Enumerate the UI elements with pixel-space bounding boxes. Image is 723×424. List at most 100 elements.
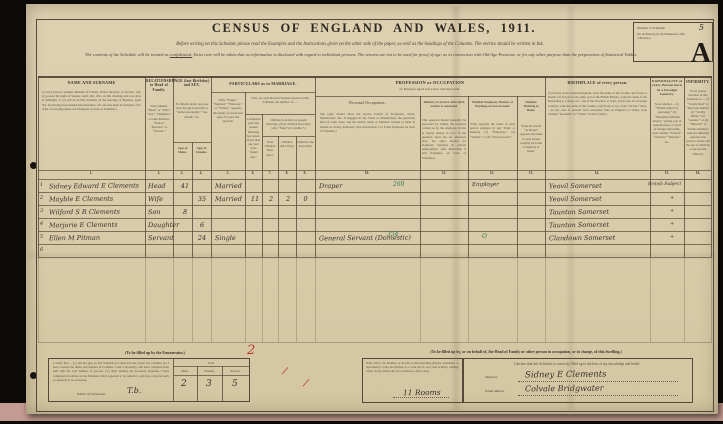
grid-line	[173, 257, 174, 342]
grid-line	[38, 179, 712, 180]
grid-line	[545, 76, 546, 257]
grid-line	[517, 257, 518, 342]
cell-row-number: 6	[39, 246, 44, 254]
grid-line	[468, 257, 469, 342]
enumerator-initials-label: Initials of Enumerator.	[77, 392, 106, 396]
grid-line	[245, 92, 246, 257]
grid-line	[315, 257, 316, 342]
cell-row-number: 4	[39, 220, 44, 228]
instruction-2a: The contents of the Schedule will be tre…	[84, 52, 170, 57]
col-header-infirmity: INFIRMITY.	[686, 80, 710, 84]
cell-name: Mayble E Clements	[48, 194, 114, 204]
grid-line	[38, 218, 712, 219]
hole-punch	[30, 162, 37, 169]
grid-line	[222, 366, 223, 401]
children-note: Children born alive to present Marriage.…	[266, 118, 311, 131]
table-row: 1 Sidney Edward E Clements Head 41 Marri…	[38, 180, 712, 192]
totals-females-label: Females.	[204, 368, 215, 373]
schedule-number-note: (To be filled up by the Enumerator after…	[637, 32, 685, 40]
col-header-employer: Whether Employer, Worker, or Working on …	[471, 100, 514, 109]
section-letter: A	[690, 38, 711, 69]
col-num: 9.	[303, 171, 307, 175]
signature-underline	[518, 381, 678, 382]
census-table: NAME AND SURNAME of every Person, whethe…	[38, 76, 712, 346]
col-header-birthplace-body: (1) If born in the United Kingdom, write…	[548, 91, 647, 116]
grid-line	[38, 231, 712, 232]
address-label: Postal Address.	[485, 389, 505, 393]
cell-employer: Employer	[471, 181, 499, 189]
cell-ditto-mark: +	[669, 207, 675, 215]
col-header-infirmity-body: If any person included in this Schedule …	[686, 89, 710, 156]
cell-ditto-mark: +	[669, 220, 675, 228]
cell-children-died: 0	[303, 194, 308, 204]
col-num: 3.	[180, 171, 184, 175]
col-header-occupation: Personal Occupation.	[349, 101, 386, 105]
cell-birthplace: Clandown Somerset	[548, 233, 616, 243]
grid-line	[173, 375, 249, 376]
cell-age-female: 24	[197, 233, 207, 243]
cell-row-number: 3	[39, 207, 44, 215]
rooms-underline	[393, 397, 449, 398]
table-row: 5 Ellen M Pitman Servant 24 Single Gener…	[38, 232, 712, 244]
totals-males-label: Males.	[180, 368, 190, 373]
col-header-relationship: RELATIONSHIP to Head of Family.	[146, 79, 176, 92]
grid-line	[545, 257, 546, 342]
col-num: 11.	[441, 171, 447, 175]
cell-relationship: Daughter	[147, 220, 180, 230]
cell-occupation: Draper	[318, 181, 343, 191]
grid-line	[173, 366, 249, 367]
table-row: 3 Wilford S R Clements Son 8 Taunton Som…	[38, 206, 712, 218]
grid-line	[173, 76, 174, 257]
col-num: 7.	[268, 171, 272, 175]
group-header-profession-line1: PROFESSION or OCCUPATION	[395, 80, 465, 85]
cell-children-born: 2	[268, 194, 274, 204]
col-header-age-body: For Infants under one year state the age…	[175, 102, 209, 119]
col-header-marital-body: Write “Single,” “Married,” “Widower,” or…	[213, 98, 243, 123]
cell-age-male: 41	[180, 181, 190, 191]
table-row: 6	[38, 245, 712, 257]
cell-row-number: 2	[39, 194, 44, 202]
grid-line	[38, 192, 712, 193]
declaration-box: I declare that this Schedule is correctl…	[462, 358, 693, 403]
grid-line	[38, 205, 712, 206]
group-header-profession: PROFESSION or OCCUPATION of Persons aged …	[316, 80, 544, 91]
enumerator-certify-text: I certify that:— (1.) All the ages on th…	[53, 361, 169, 382]
col-num: 10.	[364, 171, 370, 175]
grid-line	[145, 76, 146, 257]
schedule-number-value: 5	[698, 23, 704, 32]
grid-line	[38, 76, 39, 257]
cell-relationship: Wife	[147, 194, 163, 204]
grid-line	[192, 257, 193, 342]
grid-line	[262, 136, 315, 137]
grid-line	[211, 257, 212, 342]
col-num: 1.	[89, 171, 93, 175]
col-num: 6.	[251, 171, 255, 175]
census-schedule-paper	[26, 4, 718, 414]
col-num: 16.	[695, 171, 701, 175]
grid-line	[197, 366, 198, 401]
col-num: 13.	[528, 171, 534, 175]
col-header-children-died: Children who have Died.	[297, 140, 314, 149]
totals-males-value: 2	[180, 378, 187, 390]
grid-line	[245, 114, 315, 115]
cell-birthplace: Yeovil Somerset	[548, 194, 602, 204]
col-header-age: AGE (last Birthday) and SEX.	[174, 79, 210, 88]
cell-birthplace: Taunton Somerset	[548, 220, 610, 230]
col-num: 2.	[157, 171, 161, 175]
col-num: 8.	[285, 171, 289, 175]
totals-persons-value: 5	[231, 378, 238, 390]
enumerator-initials-signature: T.b.	[126, 385, 142, 396]
cell-name: Marjorie E Clements	[48, 220, 118, 230]
grid-line	[38, 244, 712, 245]
grid-line	[315, 76, 316, 257]
grid-line	[517, 96, 518, 257]
grid-line	[262, 257, 263, 342]
rooms-instruction-text: Write below the Number of Rooms in this …	[366, 361, 459, 374]
grid-line	[420, 257, 421, 342]
col-header-years-married: Completed years the present Marriage has…	[246, 117, 261, 159]
grid-line	[38, 342, 712, 343]
col-header-nationality-body: State whether— (1) “British subject by p…	[652, 102, 682, 144]
group-header-profession-line2: of Persons aged ten years and upwards.	[399, 86, 461, 91]
instruction-2-confidential: confidential.	[169, 52, 193, 57]
